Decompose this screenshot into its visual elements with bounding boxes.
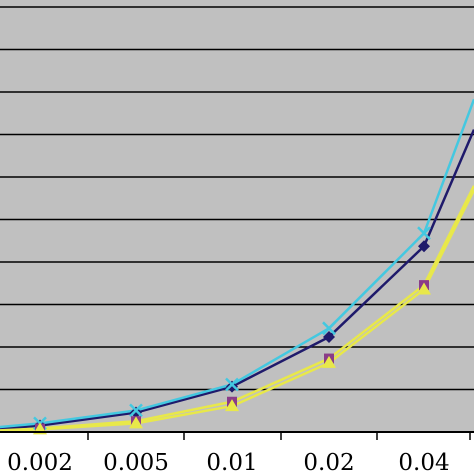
grid-lines [0,6,474,391]
x-axis-ticks [87,432,471,440]
x-tick-label: 0.01 [206,450,257,474]
data-point-triangle [225,399,239,412]
x-tick-label: 0.005 [103,450,169,474]
x-tick-label: 0.02 [303,450,354,474]
data-point-x [225,377,239,392]
data-point-diamond [323,330,335,343]
plot-area [0,0,474,432]
data-point-diamond [226,380,238,393]
data-point-triangle [322,355,336,368]
x-tick-label: 0.002 [7,450,73,474]
data-point-triangle [129,416,143,429]
data-point-diamond [130,406,142,419]
x-axis-tick-labels: 0.002 0.005 0.01 0.02 0.04 [7,450,450,474]
data-point-x [322,321,336,336]
data-point-x [129,403,143,418]
data-point-triangle [417,282,431,295]
series-layer [0,98,474,435]
x-tick-label: 0.04 [398,450,449,474]
data-point-diamond [418,240,430,253]
data-point-x [417,226,431,241]
